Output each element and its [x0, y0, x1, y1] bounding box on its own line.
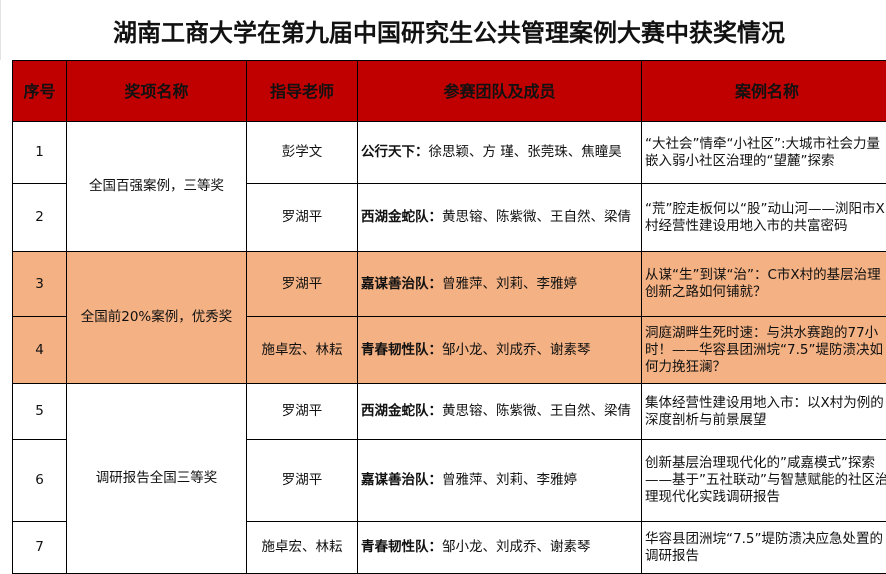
row-no: 3 [13, 252, 67, 317]
table-row: 5 调研报告全国三等奖 罗湖平 西湖金蛇队：黄思镕、陈紫微、王自然、梁倩 集体经… [13, 384, 886, 440]
case-name: 华容县团洲垸“7.5”堤防溃决应急处置的调研报告 [642, 522, 886, 574]
row-no: 5 [13, 384, 67, 440]
header-row: 序号 奖项名称 指导老师 参赛团队及成员 案例名称 [13, 61, 886, 122]
team-cell: 西湖金蛇队：黄思镕、陈紫微、王自然、梁倩 [358, 184, 642, 252]
advisor: 罗湖平 [247, 252, 358, 317]
members: 曾雅萍、刘莉、李雅婷 [442, 276, 577, 292]
members: 黄思镕、陈紫微、王自然、梁倩 [442, 403, 631, 419]
team-cell: 公行天下：徐思颖、方 瑾、张莞珠、焦瞳昊 [358, 122, 642, 184]
row-no: 4 [13, 317, 67, 384]
table-row: 1 全国百强案例，三等奖 彭学文 公行天下：徐思颖、方 瑾、张莞珠、焦瞳昊 “大… [13, 122, 886, 184]
team-name: 青春韧性队： [361, 539, 442, 555]
members: 徐思颖、方 瑾、张莞珠、焦瞳昊 [429, 144, 622, 160]
case-name: 从谋“生”到谋“治”：C市X村的基层治理创新之路如何铺就？ [642, 252, 886, 317]
members: 邹小龙、刘成乔、谢素琴 [442, 342, 591, 358]
case-name: 洞庭湖畔生死时速：与洪水赛跑的77小时！——华容县团洲垸“7.5”堤防溃决如何力… [642, 317, 886, 384]
awards-table: 序号 奖项名称 指导老师 参赛团队及成员 案例名称 1 全国百强案例，三等奖 彭… [12, 60, 886, 574]
header-advisor: 指导老师 [247, 61, 358, 122]
team-cell: 青春韧性队：邹小龙、刘成乔、谢素琴 [358, 522, 642, 574]
team-name: 西湖金蛇队： [361, 403, 442, 419]
advisor: 施卓宏、林耘 [247, 317, 358, 384]
advisor: 罗湖平 [247, 184, 358, 252]
award-name: 全国百强案例，三等奖 [67, 122, 247, 252]
header-award: 奖项名称 [67, 61, 247, 122]
header-case: 案例名称 [642, 61, 886, 122]
header-team: 参赛团队及成员 [358, 61, 642, 122]
header-no: 序号 [13, 61, 67, 122]
table-row: 3 全国前20%案例，优秀奖 罗湖平 嘉谋善治队：曾雅萍、刘莉、李雅婷 从谋“生… [13, 252, 886, 317]
advisor: 施卓宏、林耘 [247, 522, 358, 574]
team-cell: 嘉谋善治队：曾雅萍、刘莉、李雅婷 [358, 440, 642, 522]
team-name: 公行天下： [361, 144, 429, 160]
case-name: 集体经营性建设用地入市：以X村为例的深度剖析与前景展望 [642, 384, 886, 440]
team-name: 嘉谋善治队： [361, 472, 442, 488]
row-no: 2 [13, 184, 67, 252]
team-cell: 西湖金蛇队：黄思镕、陈紫微、王自然、梁倩 [358, 384, 642, 440]
team-cell: 嘉谋善治队：曾雅萍、刘莉、李雅婷 [358, 252, 642, 317]
members: 曾雅萍、刘莉、李雅婷 [442, 472, 577, 488]
award-name: 调研报告全国三等奖 [67, 384, 247, 574]
advisor: 罗湖平 [247, 384, 358, 440]
row-no: 7 [13, 522, 67, 574]
members: 黄思镕、陈紫微、王自然、梁倩 [442, 209, 631, 225]
award-name: 全国前20%案例，优秀奖 [67, 252, 247, 384]
team-name: 嘉谋善治队： [361, 276, 442, 292]
advisor: 彭学文 [247, 122, 358, 184]
page-title: 湖南工商大学在第九届中国研究生公共管理案例大赛中获奖情况 [12, 0, 886, 60]
team-name: 青春韧性队： [361, 342, 442, 358]
row-no: 1 [13, 122, 67, 184]
team-name: 西湖金蛇队： [361, 209, 442, 225]
case-name: “荒”腔走板何以“股”动山河——浏阳市X村经营性建设用地入市的共富密码 [642, 184, 886, 252]
case-name: “大社会”情牵“小社区”:大城市社会力量嵌入弱小社区治理的“望麓”探索 [642, 122, 886, 184]
members: 邹小龙、刘成乔、谢素琴 [442, 539, 591, 555]
advisor: 罗湖平 [247, 440, 358, 522]
case-name: 创新基层治理现代化的”咸嘉模式”探索——基于”五社联动”与智慧赋能的社区治理现代… [642, 440, 886, 522]
team-cell: 青春韧性队：邹小龙、刘成乔、谢素琴 [358, 317, 642, 384]
row-no: 6 [13, 440, 67, 522]
